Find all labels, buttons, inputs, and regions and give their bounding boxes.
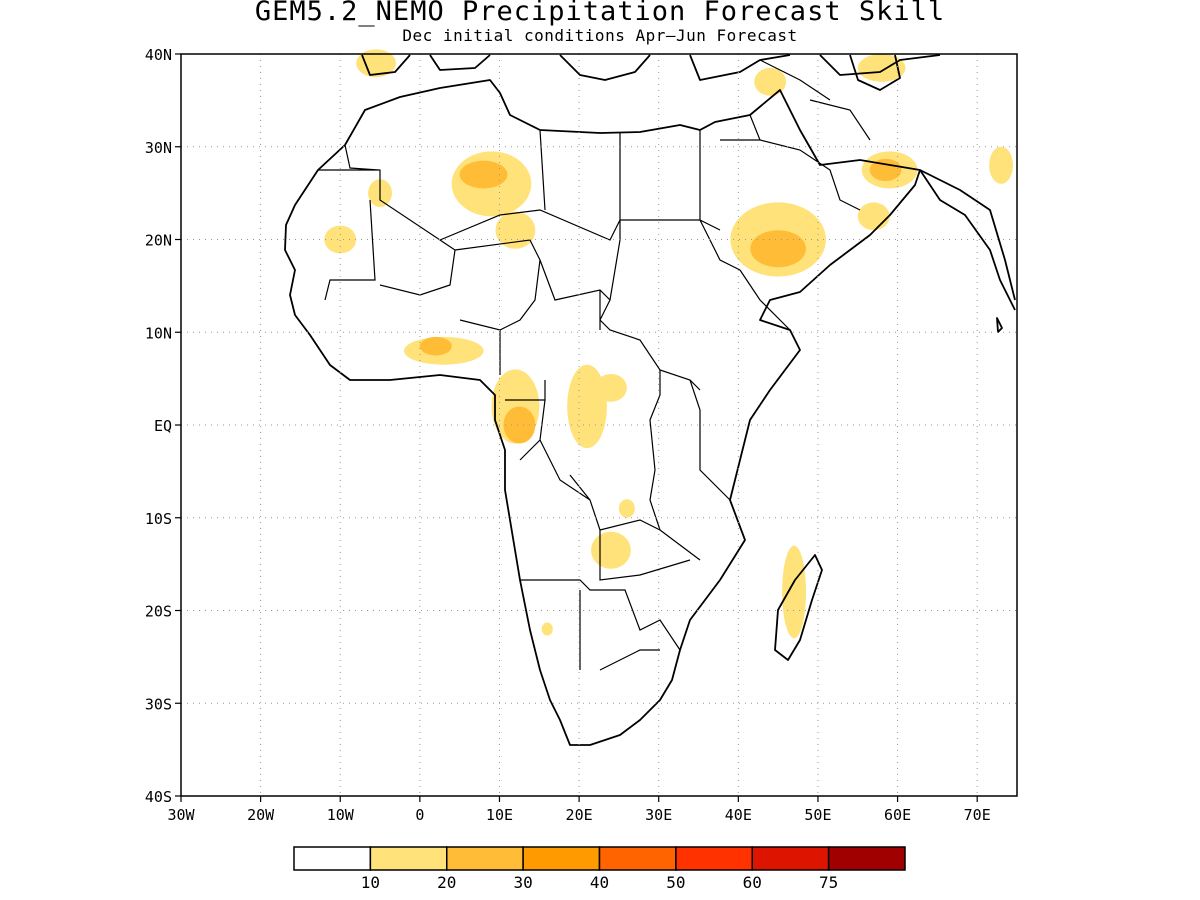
- colorbar-swatch: [369, 846, 448, 871]
- lon-tick-label: 10E: [486, 806, 513, 824]
- colorbar-label: 60: [743, 873, 762, 892]
- latitude-labels: 40N 30N 20N 10N EQ 10S 20S 30S 40S: [145, 46, 181, 806]
- colorbar-swatch: [293, 846, 372, 871]
- lat-tick-label: 40S: [145, 788, 172, 806]
- skill-region-10: [754, 67, 787, 96]
- sri-lanka-coastline: [996, 317, 1003, 333]
- skill-region-24: [541, 622, 553, 636]
- skill-shading-layer: [324, 49, 1014, 639]
- colorbar-swatch: [751, 846, 830, 871]
- lat-tick-label: 10N: [145, 324, 172, 342]
- colorbar-swatch: [446, 846, 524, 871]
- colorbar-label: 50: [666, 873, 685, 892]
- colorbar-label: 30: [513, 873, 532, 892]
- skill-region-15: [419, 336, 452, 356]
- skill-region-1: [459, 160, 508, 189]
- lon-tick-label: 30E: [645, 806, 672, 824]
- lon-tick-label: 0: [415, 806, 424, 824]
- colorbar-swatch: [598, 846, 677, 871]
- skill-region-21: [591, 531, 631, 569]
- skill-region-18: [495, 373, 536, 402]
- madagascar-coastline: [774, 554, 823, 661]
- lon-tick-label: 70E: [964, 806, 991, 824]
- colorbar-swatch: [522, 846, 601, 871]
- lat-tick-label: 20S: [145, 603, 172, 621]
- lat-tick-label: 20N: [145, 232, 172, 250]
- skill-region-7: [857, 202, 890, 231]
- india-coastline: [919, 169, 1016, 311]
- lon-tick-label: 50E: [804, 806, 831, 824]
- lat-tick-label: 40N: [145, 46, 172, 64]
- lon-tick-label: 30W: [167, 806, 195, 824]
- lon-tick-label: 20E: [566, 806, 593, 824]
- lon-tick-label: 20W: [247, 806, 275, 824]
- caspian-coastline: [849, 54, 901, 91]
- colorbar-label: 40: [590, 873, 609, 892]
- lat-tick-label: 10S: [145, 510, 172, 528]
- colorbar-label: 10: [361, 873, 380, 892]
- border-lines: [318, 59, 871, 671]
- skill-region-23: [782, 545, 807, 639]
- skill-region-4: [750, 230, 807, 268]
- africa-arabia-coastline: [284, 79, 921, 746]
- map-subtitle: Dec initial conditions Apr–Jun Forecast: [402, 26, 798, 45]
- graticule: [181, 54, 1017, 796]
- skill-region-6: [869, 158, 902, 182]
- skill-region-8: [857, 54, 906, 82]
- colorbar-label: 20: [437, 873, 456, 892]
- skill-region-11: [989, 146, 1014, 184]
- colorbar: 10 20 30 40 50 60 75: [293, 846, 906, 892]
- lon-tick-label: 40E: [725, 806, 752, 824]
- colorbar-swatch: [827, 846, 906, 871]
- skill-region-17: [503, 406, 536, 444]
- colorbar-swatch: [675, 846, 753, 871]
- skill-region-12: [324, 225, 357, 254]
- lon-tick-label: 10W: [327, 806, 355, 824]
- colorbar-label: 75: [819, 873, 838, 892]
- lat-tick-label: EQ: [154, 417, 172, 435]
- map-title: GEM5.2_NEMO Precipitation Forecast Skill: [254, 0, 946, 27]
- longitude-labels: 30W 20W 10W 0 10E 20E 30E 40E 50E 60E 70E: [167, 796, 991, 824]
- lat-tick-label: 30S: [145, 695, 172, 713]
- skill-region-20: [595, 373, 627, 402]
- skill-region-22: [618, 499, 635, 518]
- skill-region-9: [356, 49, 396, 78]
- lat-tick-label: 30N: [145, 139, 172, 157]
- land-outlines: [284, 54, 1016, 746]
- europe-coastline: [361, 54, 1016, 301]
- lon-tick-label: 60E: [884, 806, 911, 824]
- country-borders: [318, 59, 871, 671]
